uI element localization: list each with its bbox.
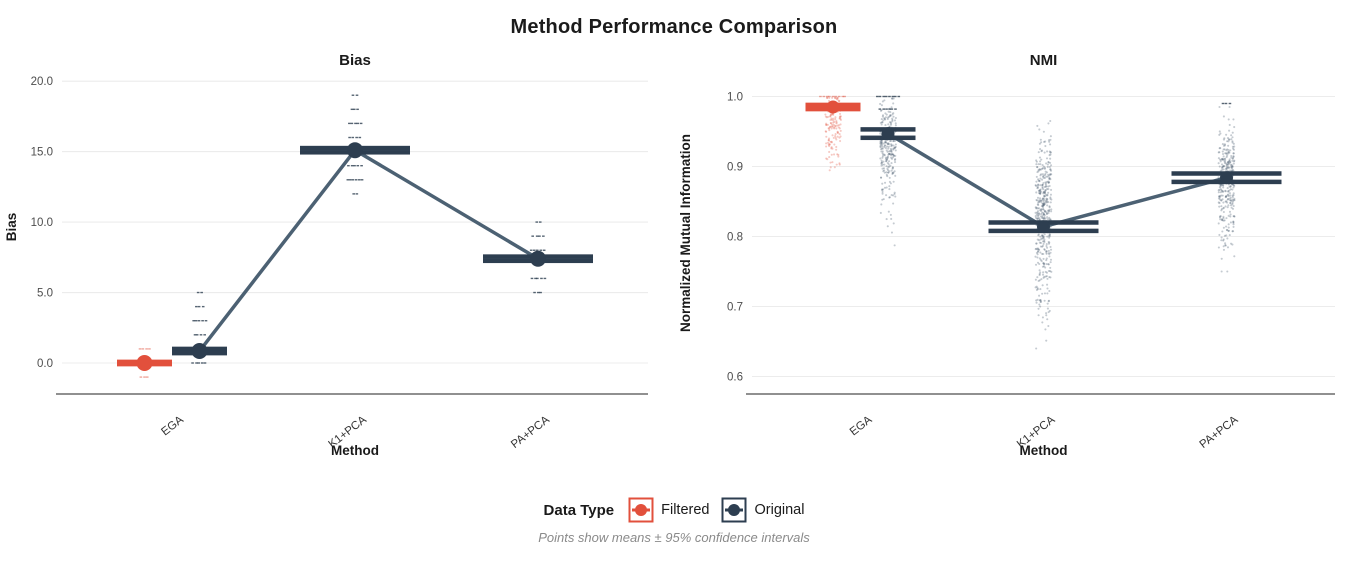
- svg-text:Normalized Mutual Information: Normalized Mutual Information: [678, 134, 693, 332]
- legend-item-original: Original: [721, 497, 804, 523]
- svg-text:Bias: Bias: [4, 213, 19, 242]
- svg-text:5.0: 5.0: [37, 288, 53, 300]
- svg-text:Method: Method: [1020, 443, 1068, 458]
- svg-text:15.0: 15.0: [31, 147, 53, 159]
- legend-caption: Points show means ± 95% confidence inter…: [538, 530, 810, 545]
- legend-key-filtered-icon: [628, 497, 654, 523]
- legend-label: Original: [754, 502, 805, 518]
- svg-text:Bias: Bias: [339, 52, 371, 69]
- svg-text:0.6: 0.6: [727, 372, 743, 384]
- svg-text:0.9: 0.9: [727, 162, 743, 174]
- legend-title: Data Type: [543, 501, 615, 519]
- svg-text:20.0: 20.0: [31, 76, 53, 88]
- svg-text:EGA: EGA: [848, 414, 875, 439]
- svg-text:Method: Method: [331, 443, 379, 458]
- svg-text:PA+PCA: PA+PCA: [1198, 414, 1241, 451]
- legend-key-original-icon: [721, 497, 747, 523]
- svg-text:NMI: NMI: [1030, 52, 1058, 69]
- legend-label: Filtered: [661, 502, 710, 518]
- legend-item-filtered: Filtered: [628, 497, 709, 523]
- svg-text:0.7: 0.7: [727, 302, 743, 314]
- charts-row: Bias 0.0 5.0 10.0 15.0 20.0 EGA K1+PCA PA+PCA Met…: [0, 41, 1348, 489]
- svg-text:EGA: EGA: [159, 414, 186, 439]
- svg-text:PA+PCA: PA+PCA: [509, 414, 552, 451]
- figure-title: Method Performance Comparison: [510, 16, 838, 38]
- svg-text:1.0: 1.0: [727, 92, 743, 104]
- svg-text:10.0: 10.0: [31, 217, 53, 229]
- svg-text:0.0: 0.0: [37, 358, 53, 370]
- legend: Data Type Filtered Original: [0, 495, 1348, 525]
- svg-text:0.8: 0.8: [727, 232, 743, 244]
- legend-items: Filtered Original: [628, 497, 804, 523]
